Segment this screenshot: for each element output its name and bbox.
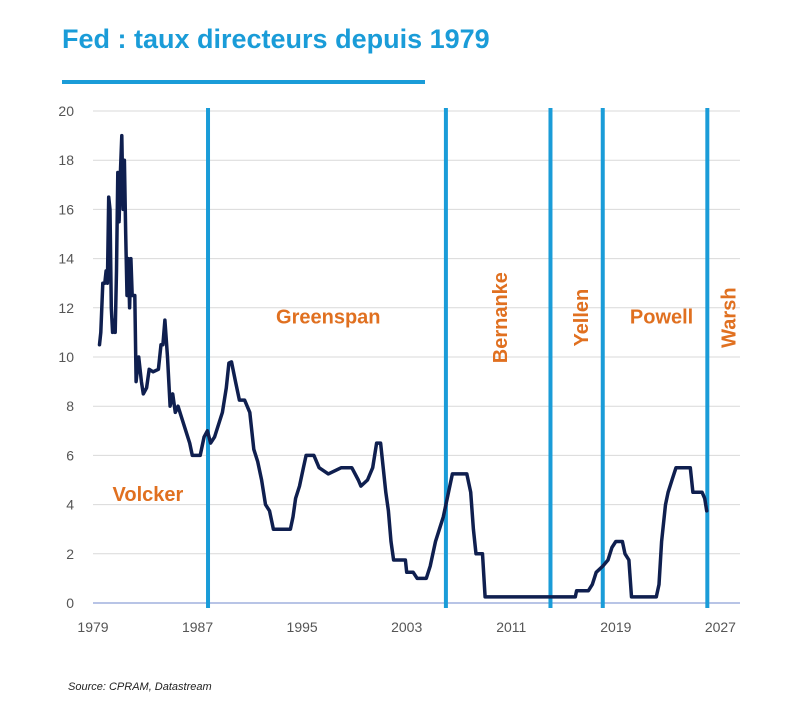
gridlines	[93, 110, 740, 555]
x-tick-label-1995: 1995	[287, 619, 318, 635]
y-tick-label-20: 20	[58, 103, 74, 119]
y-tick-label-6: 6	[66, 447, 74, 463]
x-axis: 1979 1987 1995 2003 2011 2019 2027	[77, 602, 740, 635]
y-tick-label-18: 18	[58, 152, 74, 168]
source-note: Source: CPRAM, Datastream	[68, 681, 212, 693]
era-label-powell: Powell	[630, 307, 693, 329]
y-tick-label-10: 10	[58, 349, 74, 365]
title-underline	[62, 80, 425, 84]
chair-labels: Volcker Greenspan Bernanke Yellen Powell Wars…	[113, 272, 741, 506]
era-label-bernanke: Bernanke	[490, 272, 512, 363]
y-axis: 0 2 4 6 8 10 12 14 16 18 20	[58, 103, 74, 611]
x-tick-label-1979: 1979	[77, 619, 108, 635]
era-label-warsh: Warsh	[719, 287, 741, 347]
y-tick-label-12: 12	[58, 300, 74, 316]
y-tick-label-4: 4	[66, 497, 74, 513]
chart-title: Fed : taux directeurs depuis 1979	[62, 24, 490, 54]
x-tick-label-1987: 1987	[182, 619, 213, 635]
y-tick-label-8: 8	[66, 398, 74, 414]
series-layer	[97, 133, 709, 599]
y-tick-label-14: 14	[58, 251, 74, 267]
y-tick-label-2: 2	[66, 546, 74, 562]
x-tick-label-2019: 2019	[600, 619, 631, 635]
era-label-yellen: Yellen	[571, 289, 593, 347]
chair-term-dividers	[206, 108, 710, 608]
x-tick-label-2011: 2011	[496, 619, 526, 635]
x-tick-label-2027: 2027	[705, 619, 736, 635]
y-tick-label-16: 16	[58, 201, 74, 217]
x-tick-label-2003: 2003	[391, 619, 422, 635]
era-label-greenspan: Greenspan	[276, 307, 380, 329]
fed-funds-rate-line	[97, 133, 709, 599]
y-tick-label-0: 0	[66, 595, 74, 611]
era-label-volcker: Volcker	[113, 484, 184, 506]
